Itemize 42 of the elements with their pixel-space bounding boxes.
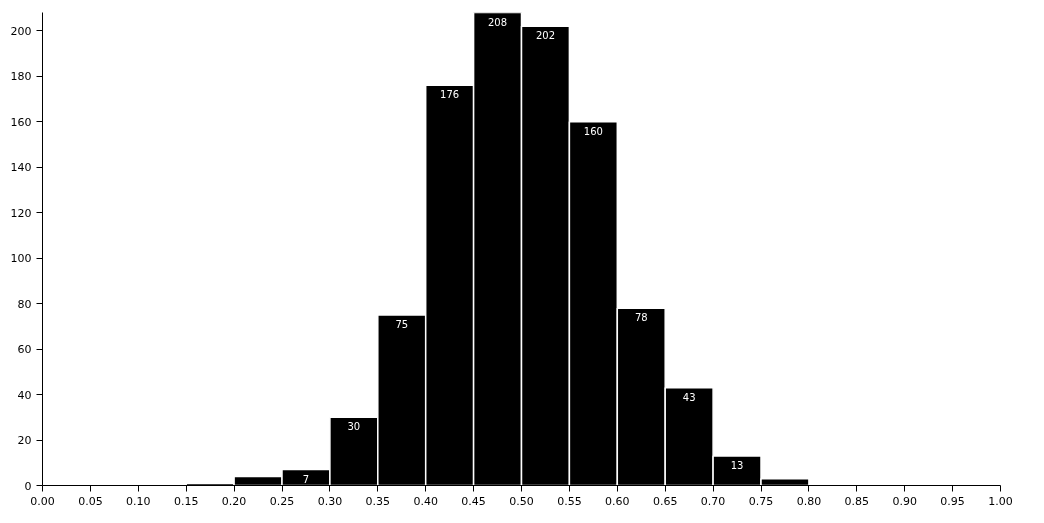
data-label: 13 bbox=[730, 459, 744, 471]
y-tick-label: 160 bbox=[10, 115, 32, 129]
y-tick-label: 100 bbox=[10, 252, 32, 266]
x-tick-label: 0.75 bbox=[748, 494, 774, 508]
x-tick-label: 0.50 bbox=[509, 494, 534, 508]
x-tick-label: 0.65 bbox=[652, 494, 678, 508]
data-label: 78 bbox=[634, 312, 648, 324]
x-tick-label: 0.40 bbox=[413, 494, 438, 508]
data-label: 43 bbox=[682, 391, 696, 403]
x-tick-label: 0.05 bbox=[78, 494, 103, 508]
data-label: 30 bbox=[347, 421, 361, 433]
x-tick-label: 0.45 bbox=[461, 494, 486, 508]
x-tick-label: 0.20 bbox=[221, 494, 247, 508]
y-tick-label: 60 bbox=[17, 343, 32, 357]
x-tick-label: 0.80 bbox=[796, 494, 822, 508]
y-tick-label: 140 bbox=[10, 161, 32, 175]
x-tick-label: 0.85 bbox=[844, 494, 870, 508]
y-tick-label: 40 bbox=[17, 388, 32, 402]
x-tick-label: 0.30 bbox=[317, 494, 343, 508]
x-tick-label: 0.95 bbox=[940, 494, 965, 508]
y-tick-label: 180 bbox=[10, 70, 32, 84]
x-tick-label: 0.10 bbox=[126, 494, 151, 508]
x-tick-label: 0.90 bbox=[892, 494, 917, 508]
data-label: 75 bbox=[395, 318, 409, 330]
y-tick-label: 80 bbox=[17, 297, 32, 311]
x-tick-label: 0.00 bbox=[30, 494, 55, 508]
x-tick-label: 0.70 bbox=[700, 494, 726, 508]
y-tick-label: 0 bbox=[24, 479, 32, 493]
data-label: 176 bbox=[440, 89, 460, 101]
data-label: 7 bbox=[302, 473, 310, 485]
x-tick-label: 0.35 bbox=[365, 494, 391, 508]
x-tick-label: 0.60 bbox=[605, 494, 630, 508]
data-label: 160 bbox=[583, 125, 603, 137]
y-tick-label: 20 bbox=[17, 434, 32, 448]
x-tick-label: 0.15 bbox=[173, 494, 199, 508]
x-tick-label: 0.55 bbox=[557, 494, 582, 508]
x-tick-label: 0.25 bbox=[269, 494, 295, 508]
y-tick-label: 200 bbox=[10, 24, 32, 38]
data-label: 202 bbox=[535, 30, 555, 42]
x-tick-label: 1.00 bbox=[988, 494, 1013, 508]
y-tick-label: 120 bbox=[10, 206, 32, 220]
data-label: 208 bbox=[488, 16, 508, 28]
